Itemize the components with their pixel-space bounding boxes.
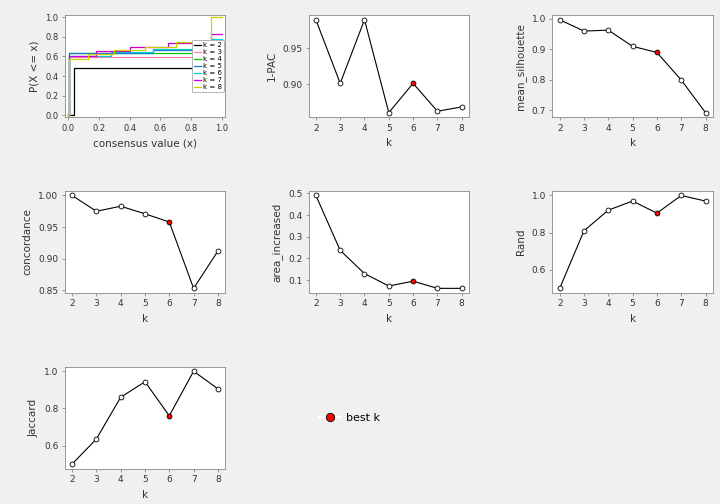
k = 7 <box>91 53 100 59</box>
k = 5 <box>207 41 215 47</box>
X-axis label: k: k <box>629 138 636 148</box>
k = 5 <box>217 41 226 47</box>
k = 8 <box>65 112 73 118</box>
k = 8 <box>207 39 215 45</box>
k = 5 <box>207 47 215 53</box>
X-axis label: k: k <box>386 138 392 148</box>
k = 8 <box>217 14 226 20</box>
k = 7 <box>207 40 215 46</box>
k = 8 <box>140 47 149 53</box>
Line: k = 7: k = 7 <box>68 34 222 115</box>
k = 7 <box>63 112 72 118</box>
k = 6 <box>63 112 72 118</box>
k = 8 <box>207 14 215 20</box>
k = 7 <box>217 31 226 37</box>
Y-axis label: P(X <= x): P(X <= x) <box>30 40 40 92</box>
k = 7 <box>164 43 173 49</box>
k = 7 <box>65 112 73 118</box>
Y-axis label: Jaccard: Jaccard <box>29 399 39 436</box>
Y-axis label: mean_silhouette: mean_silhouette <box>516 23 526 110</box>
X-axis label: consensus value (x): consensus value (x) <box>93 138 197 148</box>
Line: k = 2: k = 2 <box>68 68 222 115</box>
Legend: best k: best k <box>314 408 384 427</box>
k = 3 <box>207 54 215 60</box>
Legend: k = 2, k = 3, k = 4, k = 5, k = 6, k = 7, k = 8: k = 2, k = 3, k = 4, k = 5, k = 6, k = 7… <box>192 40 224 92</box>
k = 4 <box>207 46 215 52</box>
k = 7 <box>164 40 173 46</box>
k = 5 <box>148 47 157 53</box>
k = 6 <box>148 45 157 51</box>
k = 4 <box>65 112 73 118</box>
k = 6 <box>217 36 226 42</box>
k = 3 <box>63 112 72 118</box>
Line: k = 3: k = 3 <box>68 52 222 115</box>
Y-axis label: Rand: Rand <box>516 229 526 255</box>
k = 8 <box>84 51 92 57</box>
k = 8 <box>171 39 180 45</box>
Line: k = 6: k = 6 <box>68 39 222 115</box>
k = 7 <box>207 31 215 37</box>
k = 3 <box>217 49 226 55</box>
k = 6 <box>148 49 157 55</box>
k = 5 <box>63 112 72 118</box>
k = 6 <box>207 45 215 51</box>
k = 4 <box>65 50 73 56</box>
k = 7 <box>125 43 134 49</box>
k = 3 <box>65 112 73 118</box>
X-axis label: k: k <box>142 489 148 499</box>
k = 4 <box>217 46 226 52</box>
Line: k = 8: k = 8 <box>68 17 222 115</box>
k = 8 <box>110 51 119 57</box>
k = 4 <box>207 50 215 56</box>
k = 6 <box>107 53 115 59</box>
k = 2 <box>70 65 78 71</box>
Y-axis label: area_increased: area_increased <box>271 202 282 282</box>
k = 5 <box>148 50 157 56</box>
k = 2 <box>217 65 226 71</box>
k = 8 <box>140 43 149 49</box>
k = 8 <box>84 56 92 62</box>
k = 6 <box>107 49 115 55</box>
k = 6 <box>65 112 73 118</box>
k = 8 <box>110 47 119 53</box>
X-axis label: k: k <box>629 314 636 324</box>
k = 2 <box>63 112 72 118</box>
Line: k = 5: k = 5 <box>68 44 222 115</box>
k = 6 <box>207 36 215 42</box>
X-axis label: k: k <box>142 314 148 324</box>
Y-axis label: 1-PAC: 1-PAC <box>266 51 276 81</box>
Y-axis label: concordance: concordance <box>23 209 33 275</box>
k = 3 <box>65 54 73 60</box>
k = 8 <box>63 112 72 118</box>
X-axis label: k: k <box>386 314 392 324</box>
k = 3 <box>207 49 215 55</box>
k = 8 <box>65 56 73 62</box>
Line: k = 4: k = 4 <box>68 49 222 115</box>
k = 7 <box>125 48 134 54</box>
k = 4 <box>63 112 72 118</box>
k = 5 <box>65 50 73 56</box>
k = 7 <box>65 53 73 59</box>
k = 8 <box>171 43 180 49</box>
k = 2 <box>70 112 78 118</box>
k = 6 <box>65 53 73 59</box>
k = 5 <box>65 112 73 118</box>
k = 7 <box>91 48 100 54</box>
